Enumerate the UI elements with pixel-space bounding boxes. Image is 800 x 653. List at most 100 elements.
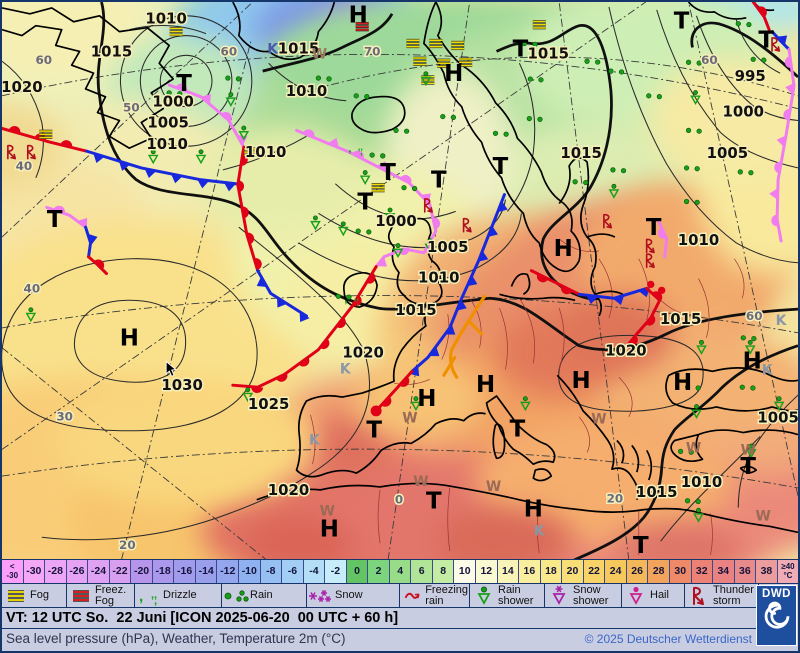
isobar-bold (262, 13, 394, 73)
scale-cell: -8 (260, 560, 283, 583)
shower-symbol (310, 215, 321, 231)
isobar (608, 6, 798, 264)
isobar (334, 183, 456, 220)
country-border (377, 489, 381, 544)
pressure-label: 1010 (681, 473, 723, 491)
legend-item-snow: Snow (307, 584, 400, 607)
pressure-label: 1005 (147, 113, 189, 131)
coastline (2, 7, 174, 150)
isobar (507, 63, 536, 212)
airmass-label-W: W (591, 412, 606, 428)
scale-cell: 24 (605, 560, 627, 583)
coastline (665, 367, 798, 412)
coastline (423, 2, 581, 273)
airmass-label-W: W (486, 479, 501, 495)
pressure-center-H: H (673, 370, 692, 396)
isobar (2, 60, 44, 178)
rain2-symbol (527, 76, 544, 83)
legend-label: Rain (250, 589, 273, 601)
legend-label: Drizzle (163, 589, 197, 601)
airmass-label-W: W (755, 509, 770, 525)
country-border (441, 314, 450, 360)
country-border (578, 416, 591, 453)
pressure-center-T: T (426, 489, 442, 515)
country-border (447, 487, 451, 552)
graticule-line (2, 347, 267, 559)
thunderstorm-icon (693, 586, 704, 605)
cold-front (256, 269, 310, 322)
scale-cell: -22 (109, 560, 132, 583)
legend-label: Thunder storm (713, 583, 754, 607)
weather-symbol-legend: Fog Freez. Fog,,,, Drizzle Rain Snow Freezing… (2, 584, 759, 608)
graticule-line (558, 2, 630, 559)
isobar (159, 54, 213, 108)
scale-cell: ≥40 °C (777, 560, 798, 583)
tstorm-symbol (423, 198, 433, 213)
country-border (310, 414, 316, 465)
rain2-symbol (608, 68, 625, 75)
shower-symbol (410, 396, 422, 412)
scale-cell: 34 (713, 560, 735, 583)
tstorm-symbol (771, 37, 781, 52)
scale-cell: 36 (734, 560, 757, 583)
pressure-label: 1015 (395, 301, 437, 319)
warm-front (370, 369, 414, 417)
freezing-fog-symbol (355, 22, 369, 32)
pressure-center-T: T (431, 168, 447, 194)
pressure-label: 1005 (757, 409, 798, 427)
scale-cell: 4 (389, 560, 412, 583)
cold-front (85, 149, 238, 192)
pressure-center-T: T (357, 189, 373, 215)
shower-symbol (690, 90, 701, 105)
coastline (586, 233, 624, 296)
isobar (222, 135, 307, 171)
snow-shower-icon (552, 585, 566, 605)
scale-cell: 0 (346, 560, 369, 583)
pressure-center-H: H (524, 497, 543, 523)
rain2-symbol (225, 75, 242, 82)
tstorm-symbol (603, 213, 613, 229)
legend-label: Snow shower (573, 583, 609, 607)
coastline (648, 429, 798, 499)
scale-cell: -26 (66, 560, 89, 583)
country-border (469, 298, 482, 348)
warm-front (627, 286, 663, 346)
drizzle-icon: ,,,, (139, 588, 157, 607)
pressure-label: 1025 (248, 395, 290, 413)
isobar-bold (690, 21, 798, 79)
scale-cell: -14 (195, 560, 218, 583)
scale-cell: 28 (648, 560, 670, 583)
drizzle2-symbol: ,,,, (344, 291, 359, 306)
scale-cell: -4 (303, 560, 326, 583)
country-border (658, 298, 699, 316)
weather-map: ,,,,,,,, 1010 1015 1020 1000 1005 1010 1010 1015… (2, 2, 798, 560)
scale-cell: 18 (540, 560, 563, 583)
scale-cell: -6 (282, 560, 304, 583)
shower-symbol (520, 396, 531, 412)
cold-front (84, 225, 98, 259)
pressure-label: 1020 (605, 342, 647, 360)
tstorm-symbol (645, 253, 655, 269)
graticule-line (387, 2, 471, 559)
graticule-label: 50 (123, 101, 140, 115)
svg-text:,,: ,, (358, 142, 363, 152)
trough-line (442, 355, 457, 377)
scale-cell: 2 (368, 560, 390, 583)
rain2-symbol (683, 165, 700, 172)
isobar (696, 15, 798, 122)
scale-cell: -16 (174, 560, 196, 583)
airmass-label-K: K (267, 41, 279, 57)
pressure-center-H: H (554, 236, 573, 262)
reddot-symbol (647, 280, 655, 289)
airmass-label-K: K (340, 361, 352, 377)
fog-symbol (413, 56, 427, 66)
isobar (139, 35, 233, 127)
occluded-front (769, 47, 796, 243)
isobar-bold (573, 344, 798, 559)
graticule-line (2, 53, 798, 110)
pressure-label: 1015 (636, 483, 678, 501)
shower-symbol (238, 125, 250, 141)
graticule-label: 40 (24, 281, 41, 295)
pressure-label: 1020 (268, 481, 310, 499)
shower-symbol (225, 92, 237, 107)
